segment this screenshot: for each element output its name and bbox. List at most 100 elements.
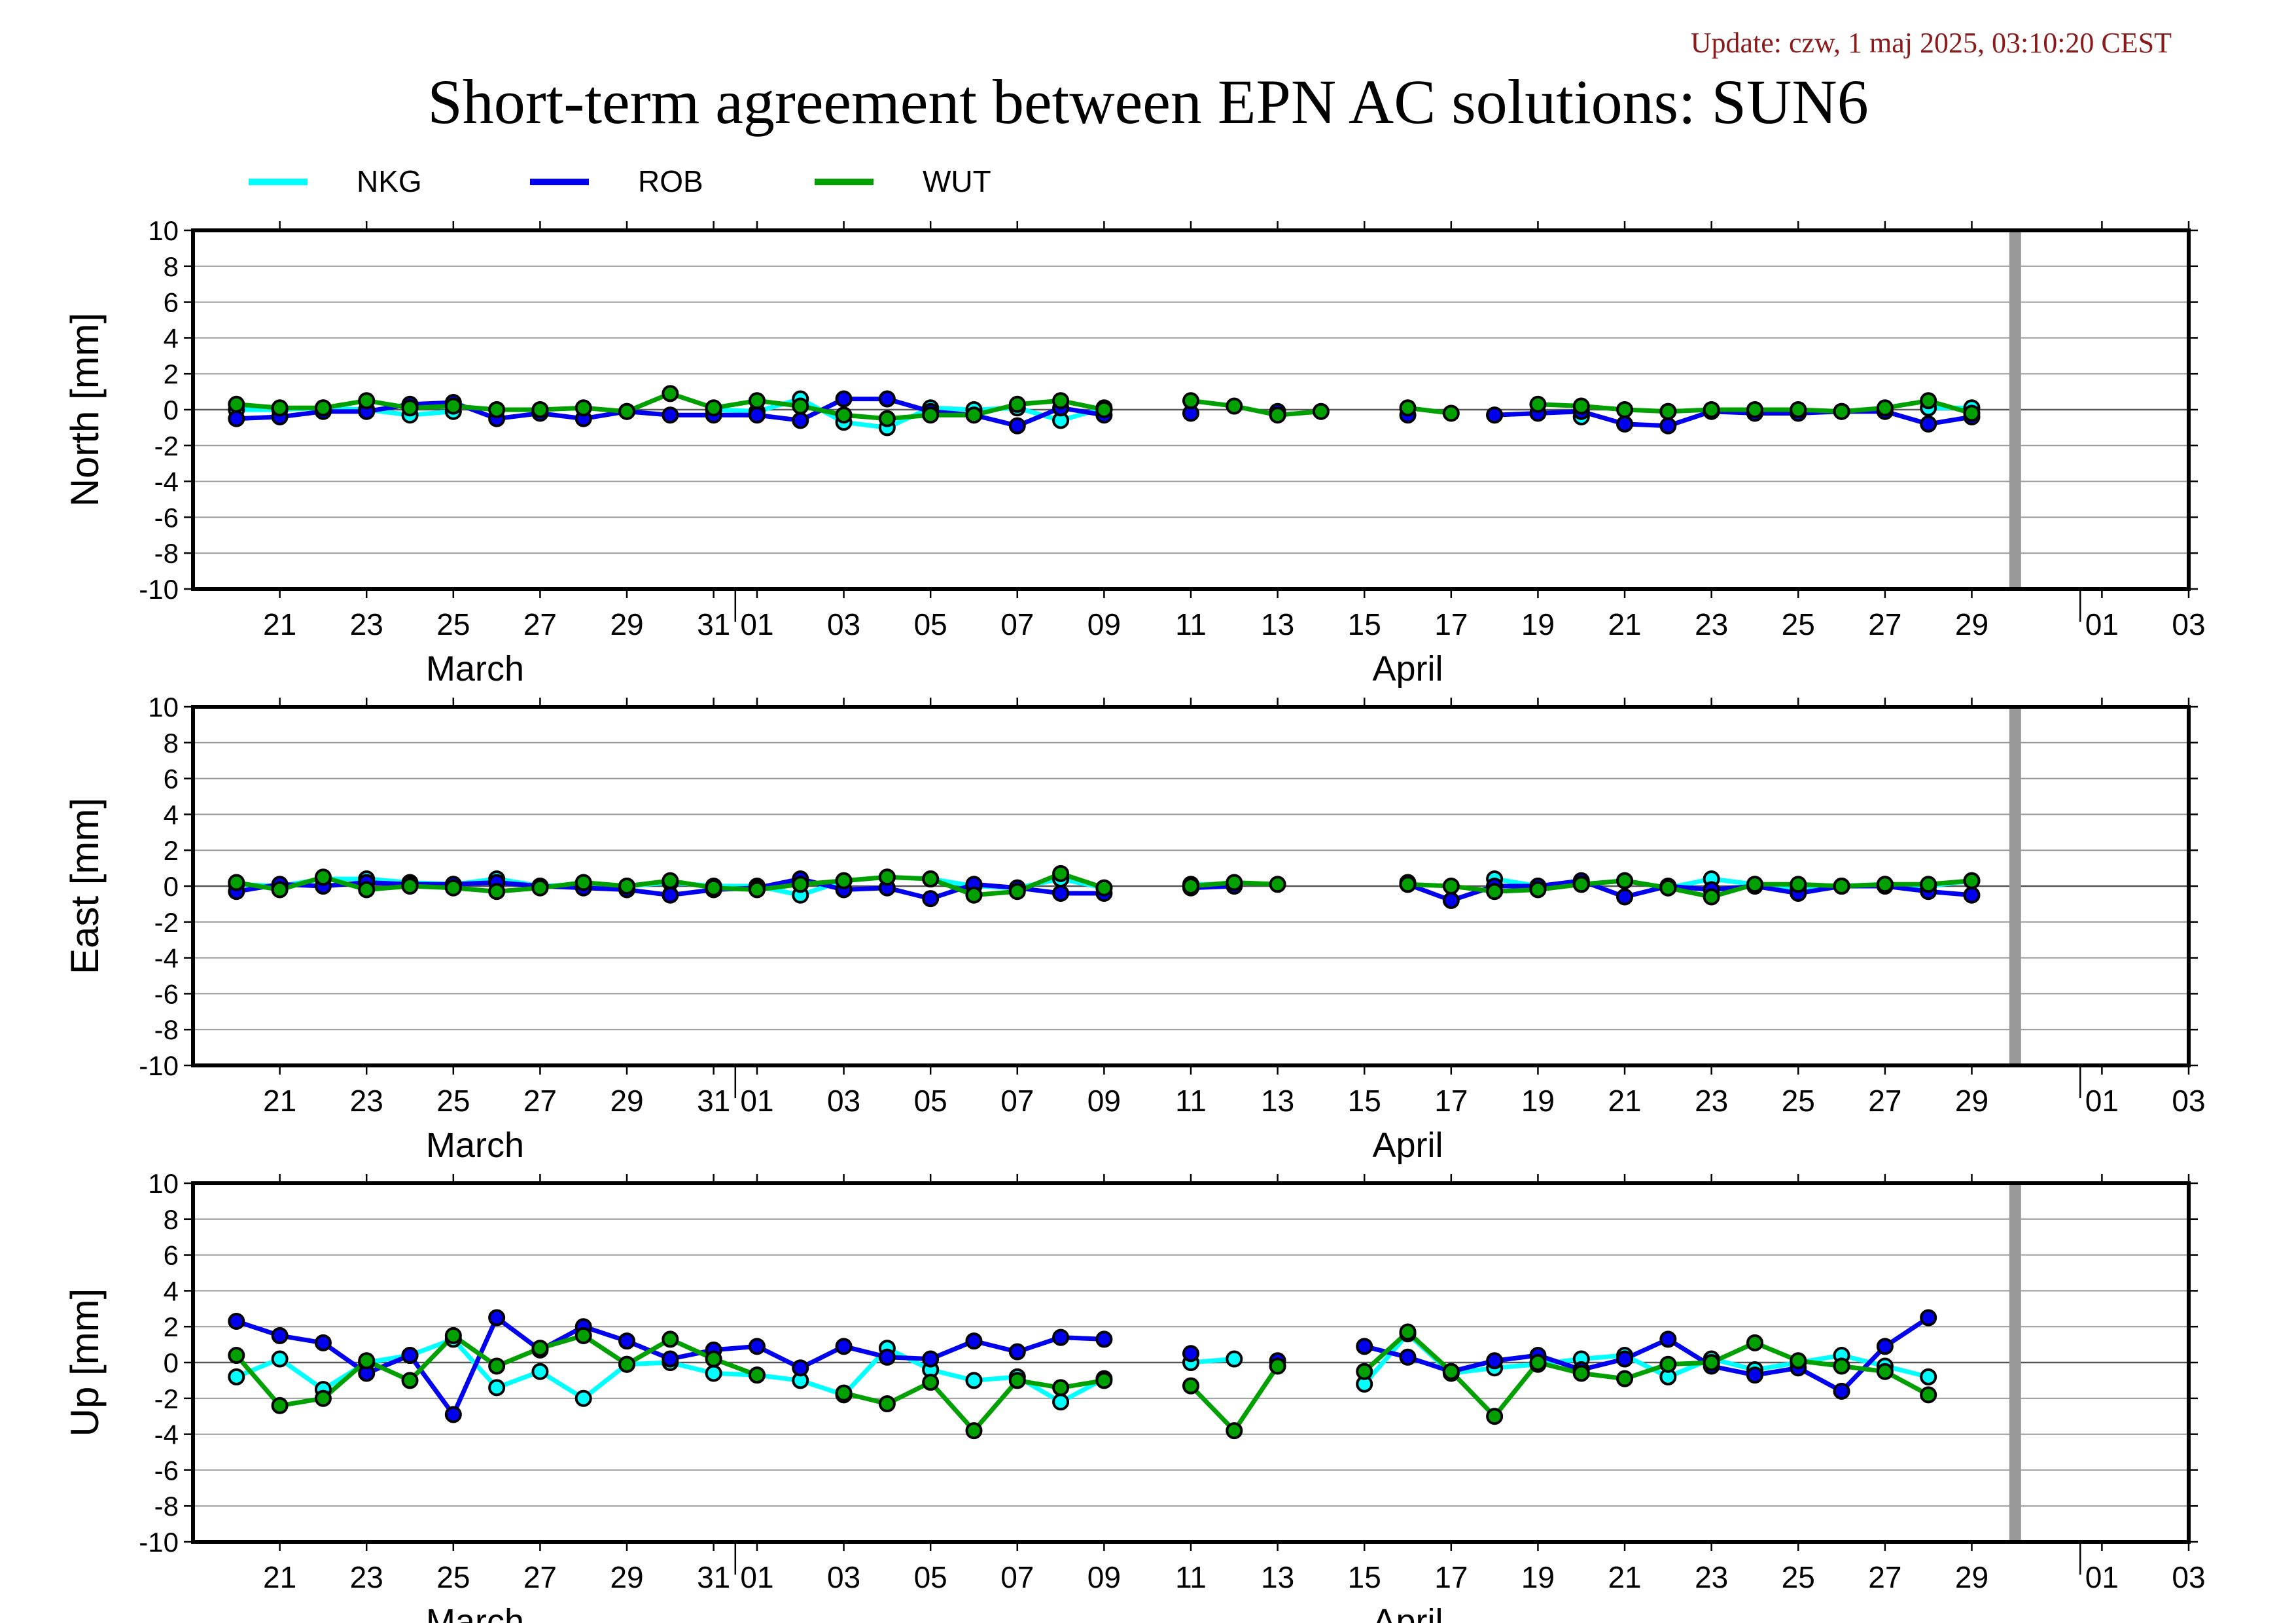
x-tick-label: 29 — [1955, 1084, 1988, 1118]
data-point-rob — [878, 1348, 896, 1366]
data-point-wut — [922, 406, 940, 424]
data-point-rob — [444, 1406, 462, 1423]
data-point-nkg — [705, 1364, 722, 1382]
panel-2: 10 8 6 4 2 0 -2 -4 -6 -8 -10 East [mm] 21 23 25 27 29 31 0… — [63, 692, 2206, 1165]
x-tick-label: 05 — [914, 607, 947, 641]
y-tick-label: 4 — [164, 799, 179, 830]
x-tick-label: 29 — [1955, 607, 1988, 641]
data-point-wut — [1529, 1354, 1547, 1371]
data-point-rob — [1399, 1348, 1417, 1366]
x-tick-label: 07 — [1000, 607, 1034, 641]
data-point-wut — [1226, 874, 1243, 891]
data-point-wut — [1790, 1352, 1807, 1370]
y-tick-label: 10 — [148, 215, 179, 246]
data-point-wut — [878, 410, 896, 427]
data-point-wut — [531, 879, 549, 897]
y-tick-label: 0 — [164, 871, 179, 902]
data-point-rob — [1486, 1352, 1504, 1370]
data-point-wut — [1833, 402, 1850, 420]
y-tick-label: -8 — [154, 1014, 179, 1045]
data-point-wut — [965, 406, 983, 424]
data-point-wut — [1616, 872, 1634, 889]
month-label: April — [1373, 1602, 1443, 1623]
data-point-wut — [1833, 878, 1850, 895]
data-point-wut — [1356, 1363, 1373, 1380]
data-point-wut — [748, 881, 766, 899]
y-tick-label: -10 — [139, 1050, 179, 1081]
data-point-wut — [1052, 1379, 1070, 1397]
data-point-wut — [835, 406, 853, 424]
data-point-rob — [1920, 415, 1937, 433]
data-point-wut — [1920, 392, 1937, 410]
data-point-wut — [1876, 876, 1894, 893]
data-point-rob — [1659, 417, 1677, 435]
x-tick-label: 15 — [1348, 1084, 1381, 1118]
data-point-rob — [271, 1327, 289, 1344]
update-timestamp: Update: czw, 1 maj 2025, 03:10:20 CEST — [1690, 27, 2172, 59]
data-point-rob — [1659, 1330, 1677, 1348]
data-point-wut — [228, 874, 245, 891]
y-tick-label: -4 — [154, 943, 179, 974]
x-tick-label: 05 — [914, 1560, 947, 1594]
x-tick-label: 21 — [1608, 1560, 1641, 1594]
data-point-wut — [748, 392, 766, 410]
data-point-wut — [878, 868, 896, 886]
data-point-wut — [705, 879, 722, 897]
y-tick-label: 0 — [164, 395, 179, 425]
x-tick-label: 27 — [1868, 607, 1901, 641]
x-tick-label: 27 — [523, 1560, 557, 1594]
data-point-wut — [401, 878, 419, 895]
data-point-wut — [1572, 1364, 1590, 1382]
data-point-wut — [444, 879, 462, 897]
data-point-wut — [1052, 392, 1070, 410]
data-point-wut — [271, 881, 289, 899]
data-point-wut — [878, 1395, 896, 1413]
data-point-nkg — [228, 1368, 245, 1385]
data-point-wut — [1572, 876, 1590, 893]
data-point-rob — [1963, 886, 1981, 904]
data-point-wut — [1659, 1355, 1677, 1373]
x-tick-label: 25 — [436, 607, 470, 641]
data-point-wut — [1746, 1334, 1763, 1351]
y-tick-label: 2 — [164, 835, 179, 866]
y-tick-label: -6 — [154, 502, 179, 533]
data-point-rob — [1616, 888, 1634, 906]
gap-marker — [2009, 1183, 2021, 1542]
data-point-wut — [1008, 883, 1026, 901]
data-point-wut — [314, 399, 332, 417]
data-point-wut — [1920, 1386, 1937, 1404]
data-point-wut — [574, 399, 592, 417]
data-point-wut — [314, 1389, 332, 1407]
x-tick-label: 09 — [1087, 1560, 1121, 1594]
data-point-wut — [965, 886, 983, 904]
y-tick-label: 6 — [164, 287, 179, 318]
data-point-wut — [1182, 392, 1199, 410]
data-point-wut — [1442, 404, 1460, 422]
x-tick-label: 29 — [610, 1084, 643, 1118]
data-point-wut — [1226, 1422, 1243, 1440]
data-point-wut — [1226, 397, 1243, 415]
x-tick-label: 05 — [914, 1084, 947, 1118]
data-point-rob — [1920, 1309, 1937, 1327]
y-axis-label: North [mm] — [63, 313, 107, 507]
x-tick-label: 13 — [1261, 1084, 1294, 1118]
data-point-wut — [1746, 876, 1763, 893]
data-point-rob — [228, 1312, 245, 1330]
data-point-wut — [792, 397, 809, 415]
x-tick-label: 23 — [1695, 607, 1728, 641]
data-point-wut — [618, 878, 636, 895]
data-point-rob — [228, 410, 245, 427]
y-tick-label: 4 — [164, 323, 179, 353]
x-tick-label: 01 — [2085, 607, 2119, 641]
data-point-nkg — [531, 1363, 549, 1380]
data-point-nkg — [1052, 1393, 1070, 1411]
data-point-nkg — [1920, 1368, 1937, 1385]
data-point-wut — [748, 1366, 766, 1384]
month-label: April — [1373, 649, 1443, 688]
y-axis-label: East [mm] — [63, 798, 107, 974]
data-point-wut — [662, 872, 679, 889]
x-tick-label: 01 — [740, 607, 773, 641]
data-point-wut — [1572, 397, 1590, 415]
data-point-wut — [1876, 1363, 1894, 1380]
data-point-rob — [835, 390, 853, 408]
